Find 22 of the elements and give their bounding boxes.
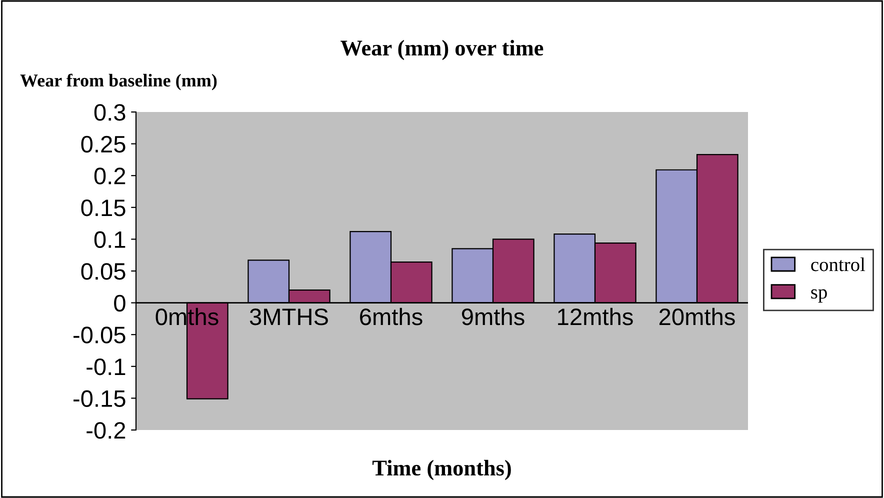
- y-tick-label: 0.25: [81, 136, 126, 153]
- x-tick-label: 6mths: [360, 308, 422, 326]
- y-tick-label: -0.05: [74, 326, 126, 344]
- x-tick-label: 12mths: [558, 308, 633, 326]
- x-tick-label: 20mths: [659, 308, 735, 326]
- y-tick-label: -0.1: [86, 358, 126, 376]
- y-tick-label: 0.15: [81, 199, 126, 216]
- x-tick-label: 0mths: [156, 308, 218, 326]
- x-tick-label: 9mths: [462, 308, 524, 326]
- y-tick-label: 0.3: [94, 104, 126, 121]
- x-axis-title: Time (months): [372, 460, 511, 480]
- y-tick-label: 0.05: [81, 263, 126, 280]
- y-tick-label: 0: [114, 294, 126, 312]
- chart-title: Wear (mm) over time: [340, 40, 544, 60]
- y-tick-label: 0.2: [94, 168, 126, 184]
- x-tick-label: 3MTHS: [250, 308, 328, 326]
- y-tick-label: -0.2: [86, 422, 126, 439]
- y-tick-label: -0.15: [74, 390, 126, 407]
- y-tick-label: 0.1: [94, 231, 126, 248]
- legend-label: sp: [811, 289, 827, 303]
- legend-label: control: [811, 258, 866, 272]
- y-axis-title: Wear from baseline (mm): [20, 74, 217, 90]
